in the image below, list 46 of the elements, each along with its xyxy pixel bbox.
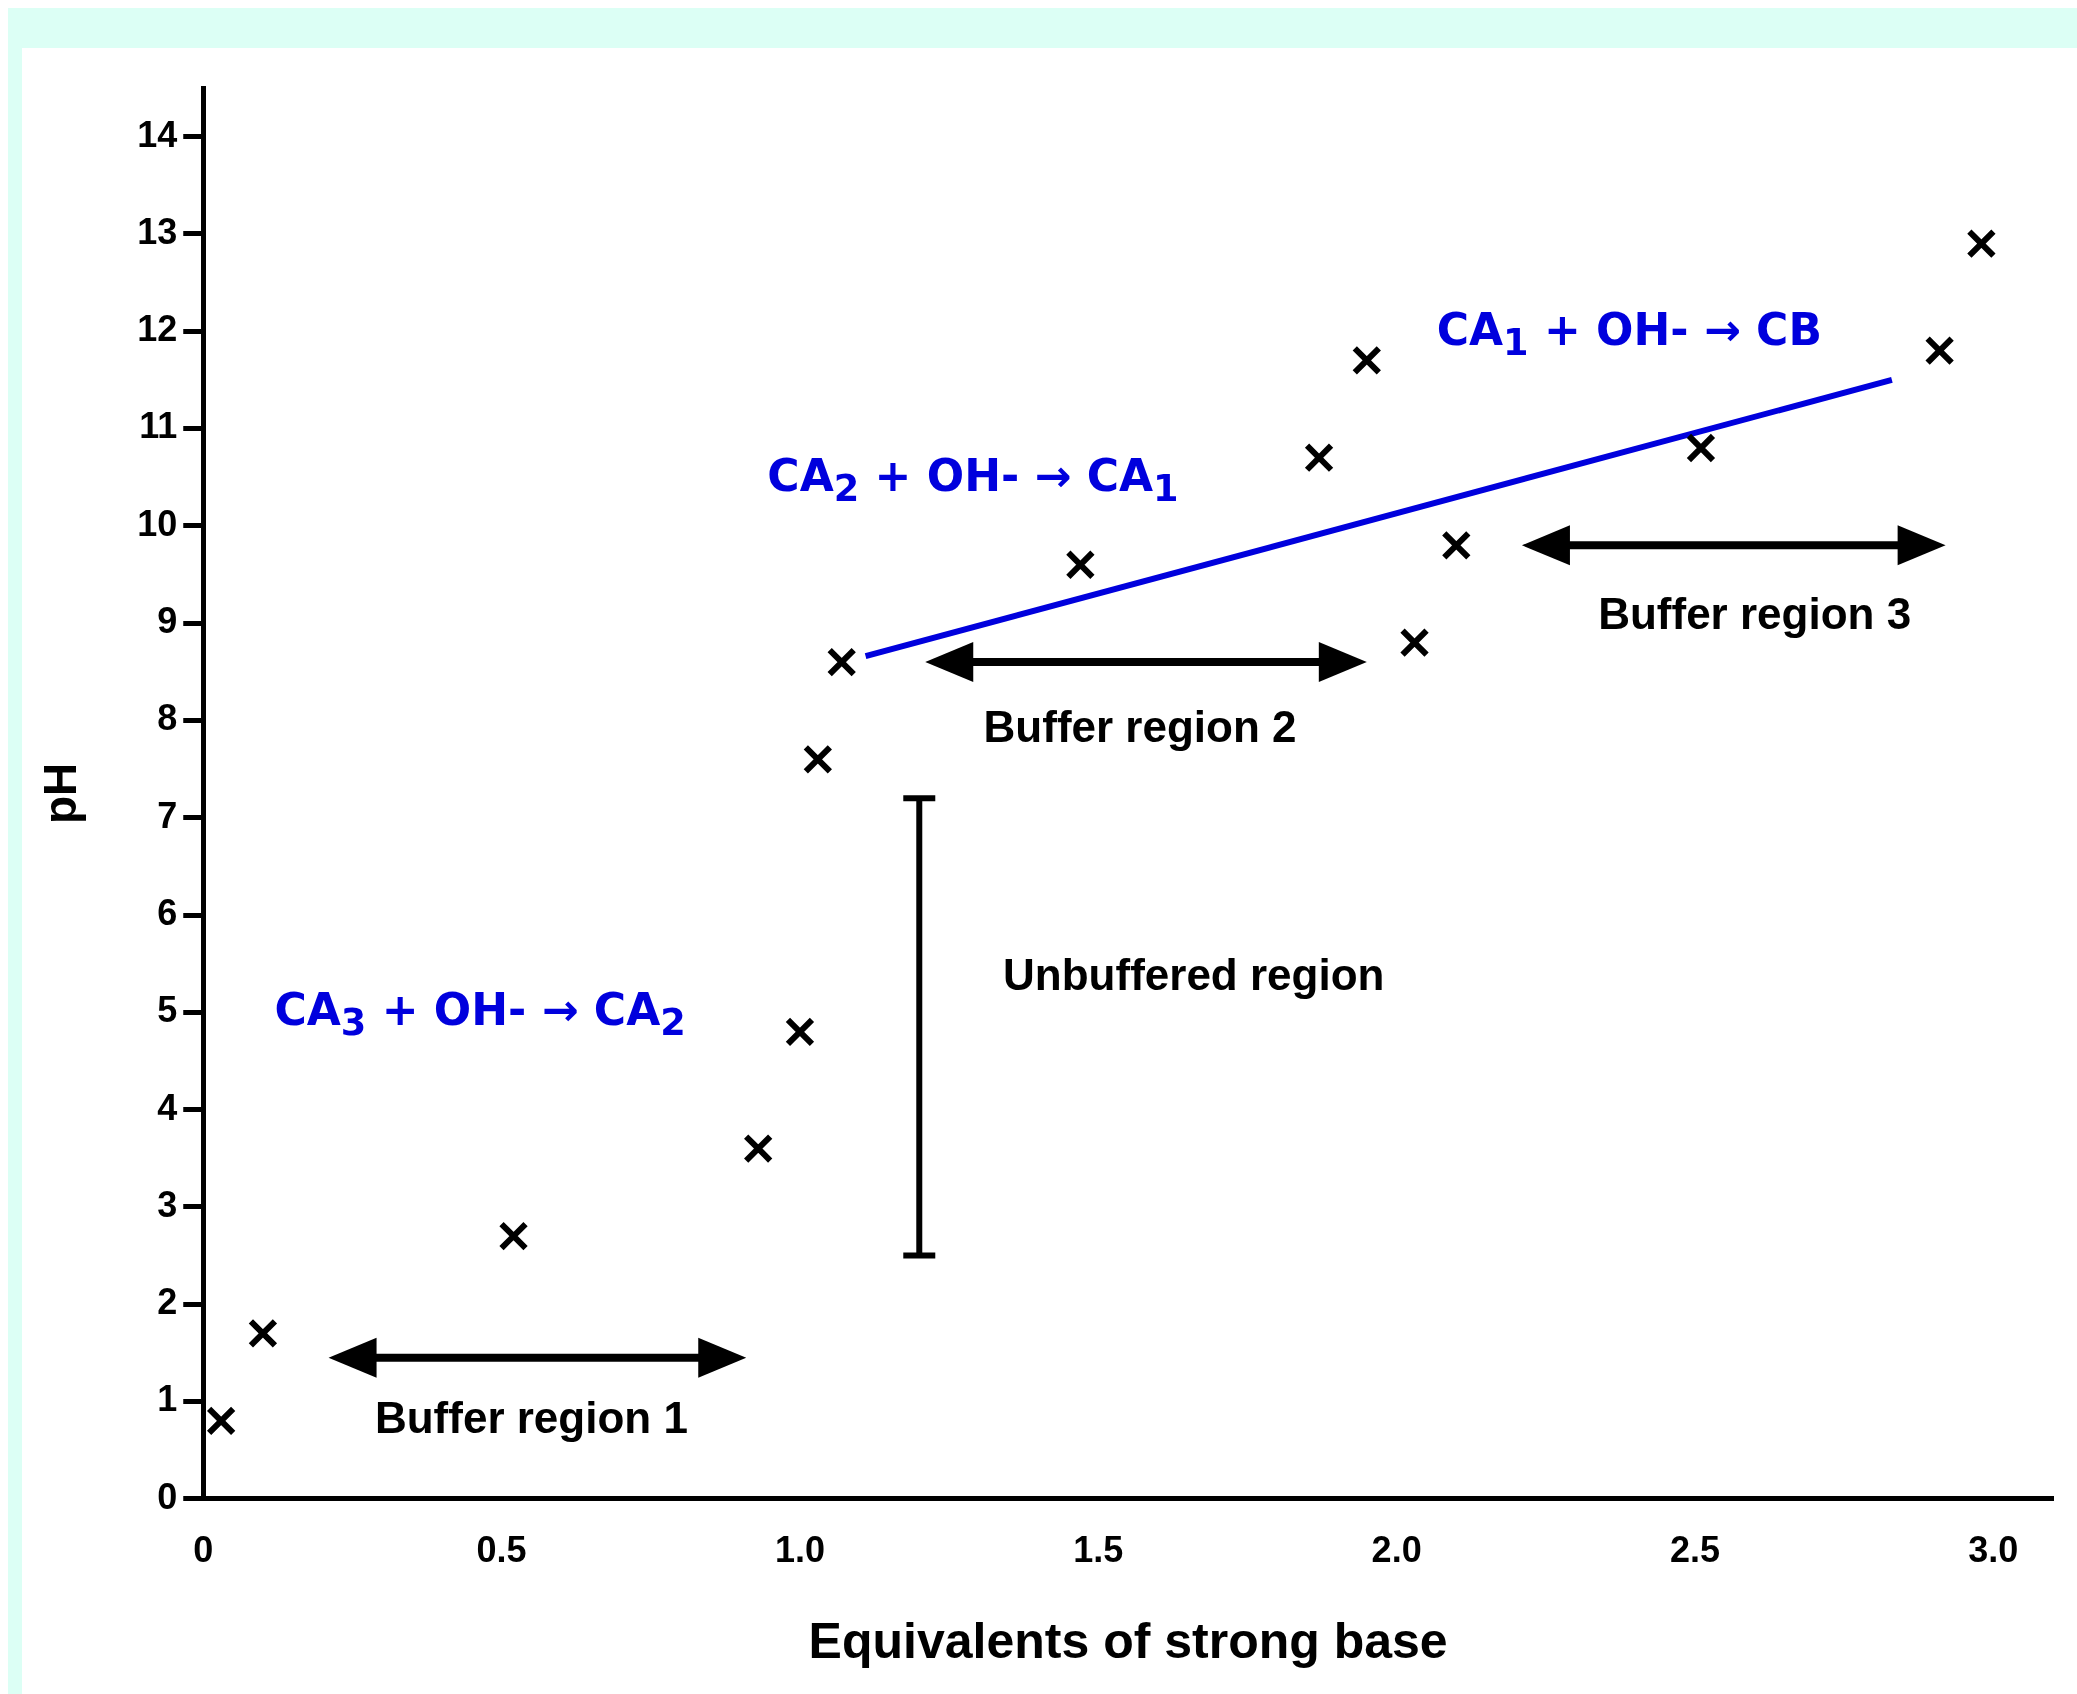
x-tick-label: 2.5: [1669, 1529, 1721, 1571]
x-tick-label: 1.5: [1073, 1529, 1124, 1571]
y-tick-label: 8: [157, 697, 178, 739]
y-tick-label: 11: [139, 405, 178, 447]
x-tick-label: 1.0: [774, 1529, 825, 1571]
annotation: Buffer region 3: [1598, 589, 1912, 640]
point: [1924, 335, 1955, 366]
point: [784, 1016, 815, 1047]
y-tick-label: 9: [157, 600, 178, 642]
point: [743, 1133, 774, 1164]
annotation: Unbuffered region: [1003, 950, 1385, 1001]
point: [1304, 442, 1335, 473]
y-tick-label: 12: [137, 308, 178, 350]
point: [206, 1405, 237, 1436]
y-tick-label: 13: [137, 210, 178, 252]
y-tick-label: 7: [157, 794, 178, 836]
y-tick-label: 2: [157, 1281, 178, 1323]
point: [247, 1318, 278, 1349]
x-tick-label: 0: [193, 1529, 214, 1571]
y-tick-label: 0: [157, 1475, 178, 1517]
point: [802, 744, 833, 775]
point: [1351, 345, 1382, 376]
y-tick-label: 3: [157, 1183, 178, 1225]
y-axis-title: pH: [34, 762, 87, 825]
point: [498, 1221, 529, 1252]
point: [1065, 549, 1096, 580]
y-tick-label: 6: [157, 891, 178, 933]
y-tick-label: 1: [157, 1378, 178, 1420]
y-tick-label: 4: [157, 1086, 178, 1128]
annotation: CA$_{1}$ + OH- → CB: [1436, 304, 1822, 365]
x-tick-label: 3.0: [1968, 1529, 2019, 1571]
annotation: Buffer region 1: [374, 1393, 688, 1444]
x-tick-label: 0.5: [476, 1529, 527, 1571]
point: [826, 647, 857, 678]
y-tick-label: 14: [137, 113, 178, 155]
annotation: CA$_{3}$ + OH- → CA$_{2}$: [274, 984, 686, 1045]
point: [1685, 432, 1716, 464]
annotation: Buffer region 2: [983, 702, 1297, 753]
y-tick-label: 10: [137, 502, 178, 544]
annotation: CA$_{2}$ + OH- → CA$_{1}$: [767, 450, 1179, 510]
point: [1966, 228, 1997, 259]
point: [1399, 627, 1430, 658]
x-tick-label: 2.0: [1371, 1529, 1422, 1571]
point: [1441, 530, 1472, 561]
x-axis-title: Equivalents of strong base: [808, 1612, 1448, 1669]
y-tick-label: 5: [157, 989, 178, 1031]
